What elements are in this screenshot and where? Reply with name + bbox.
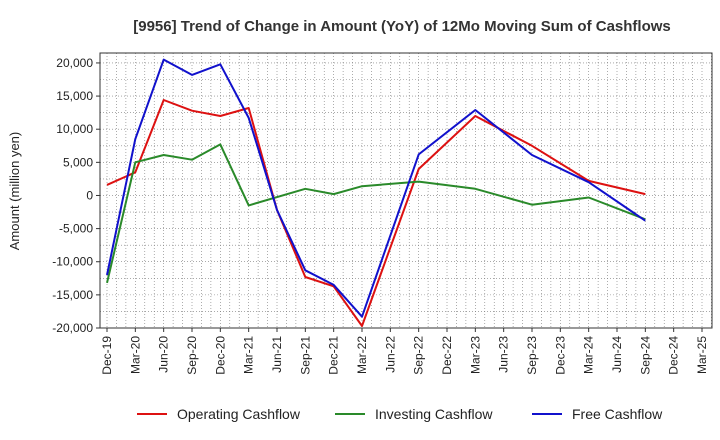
x-tick-label: Mar-25: [695, 336, 709, 374]
x-tick-label: Mar-22: [355, 336, 369, 374]
x-tick-label: Dec-20: [213, 336, 227, 375]
y-tick-label: 10,000: [56, 122, 93, 136]
x-tick-label: Sep-21: [298, 336, 312, 375]
y-tick-label: -10,000: [52, 255, 93, 269]
legend-label: Operating Cashflow: [177, 406, 301, 422]
x-tick-label: Mar-21: [242, 336, 256, 374]
grid: [100, 53, 712, 329]
x-tick-label: Sep-22: [412, 336, 426, 375]
x-tick-label: Jun-23: [497, 336, 511, 373]
series-line-operating-cashflow: [106, 99, 646, 327]
x-tick-label: Jun-20: [157, 336, 171, 373]
chart-title: [9956] Trend of Change in Amount (YoY) o…: [133, 18, 671, 35]
y-axis: 20,000 15,000 10,000 5,000 0 -5,000 -10,000 -15…: [52, 56, 100, 335]
x-tick-label: Dec-19: [100, 336, 114, 375]
y-tick-label: 15,000: [56, 89, 93, 103]
x-tick-label: Dec-24: [667, 336, 681, 375]
y-tick-label: 5,000: [63, 155, 93, 169]
x-axis: Dec-19 Mar-20 Jun-20 Sep-20 Dec-20 Mar-21 Jun-…: [100, 328, 709, 375]
y-tick-label: -15,000: [52, 288, 93, 302]
legend-label: Investing Cashflow: [375, 406, 493, 422]
x-tick-label: Mar-23: [468, 336, 482, 374]
x-tick-label: Dec-22: [440, 336, 454, 375]
x-tick-label: Dec-21: [327, 336, 341, 375]
legend: Operating Cashflow Investing Cashflow Free…: [137, 406, 663, 422]
x-tick-label: Jun-21: [270, 336, 284, 373]
x-tick-label: Mar-24: [582, 336, 596, 374]
y-tick-label: 0: [86, 188, 93, 202]
x-tick-label: Dec-23: [553, 336, 567, 375]
series-group: [106, 58, 646, 327]
x-tick-label: Sep-20: [185, 336, 199, 375]
legend-label: Free Cashflow: [572, 406, 663, 422]
y-tick-label: 20,000: [56, 56, 93, 70]
x-tick-label: Jun-24: [610, 336, 624, 373]
y-tick-label: -20,000: [52, 321, 93, 335]
x-tick-label: Jun-22: [383, 336, 397, 373]
x-tick-label: Mar-20: [128, 336, 142, 374]
y-tick-label: -5,000: [59, 222, 93, 236]
series-line-investing-cashflow: [106, 143, 646, 284]
series-line-free-cashflow: [106, 58, 646, 318]
y-axis-label: Amount (million yen): [7, 132, 22, 251]
x-tick-label: Sep-24: [638, 336, 652, 375]
plot-area: [99, 52, 713, 329]
x-tick-label: Sep-23: [525, 336, 539, 375]
